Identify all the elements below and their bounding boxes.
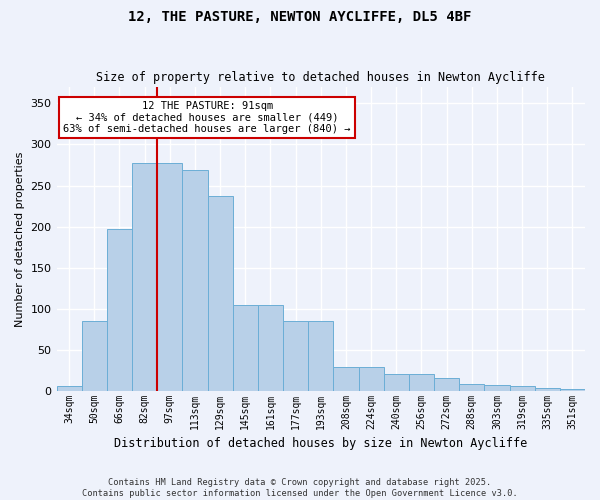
Text: 12, THE PASTURE, NEWTON AYCLIFFE, DL5 4BF: 12, THE PASTURE, NEWTON AYCLIFFE, DL5 4B… (128, 10, 472, 24)
Text: Contains HM Land Registry data © Crown copyright and database right 2025.
Contai: Contains HM Land Registry data © Crown c… (82, 478, 518, 498)
Bar (308, 321, 334, 390)
Bar (233, 306, 258, 390)
Bar (334, 367, 359, 390)
Bar (383, 374, 409, 390)
Bar (283, 321, 308, 390)
Bar (560, 389, 585, 390)
Bar (359, 367, 383, 390)
X-axis label: Distribution of detached houses by size in Newton Aycliffe: Distribution of detached houses by size … (114, 437, 527, 450)
Y-axis label: Number of detached properties: Number of detached properties (15, 151, 25, 326)
Bar (484, 385, 509, 390)
Bar (157, 162, 182, 390)
Bar (409, 374, 434, 390)
Bar (56, 386, 82, 390)
Bar (535, 388, 560, 390)
Bar (107, 229, 132, 390)
Bar (182, 170, 208, 390)
Text: 12 THE PASTURE: 91sqm
← 34% of detached houses are smaller (449)
63% of semi-det: 12 THE PASTURE: 91sqm ← 34% of detached … (64, 100, 351, 134)
Bar (434, 378, 459, 390)
Bar (459, 384, 484, 390)
Bar (132, 162, 157, 390)
Bar (258, 306, 283, 390)
Bar (82, 321, 107, 390)
Title: Size of property relative to detached houses in Newton Aycliffe: Size of property relative to detached ho… (97, 72, 545, 85)
Bar (208, 196, 233, 390)
Bar (509, 386, 535, 390)
